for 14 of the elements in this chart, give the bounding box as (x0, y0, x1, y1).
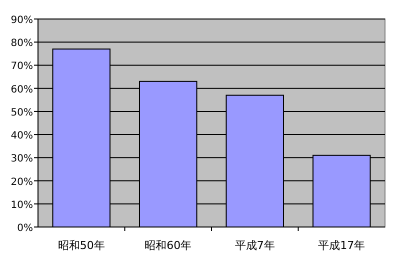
y-tick-label: 50% (10, 107, 33, 118)
x-tick-label: 平成17年 (318, 239, 366, 252)
y-tick-label: 90% (10, 15, 33, 26)
x-tick-label: 昭和60年 (144, 239, 192, 252)
y-tick-label: 60% (10, 84, 33, 96)
y-tick-label: 0% (17, 223, 33, 234)
y-tick-label: 70% (10, 61, 33, 72)
x-tick-label: 平成7年 (234, 239, 275, 252)
y-tick-label: 80% (10, 38, 33, 50)
y-tick-label: 20% (10, 176, 33, 188)
y-tick-label: 30% (10, 154, 33, 165)
y-tick-label: 10% (10, 200, 33, 211)
x-tick-label: 昭和50年 (58, 239, 105, 252)
y-tick-label: 40% (10, 130, 33, 142)
